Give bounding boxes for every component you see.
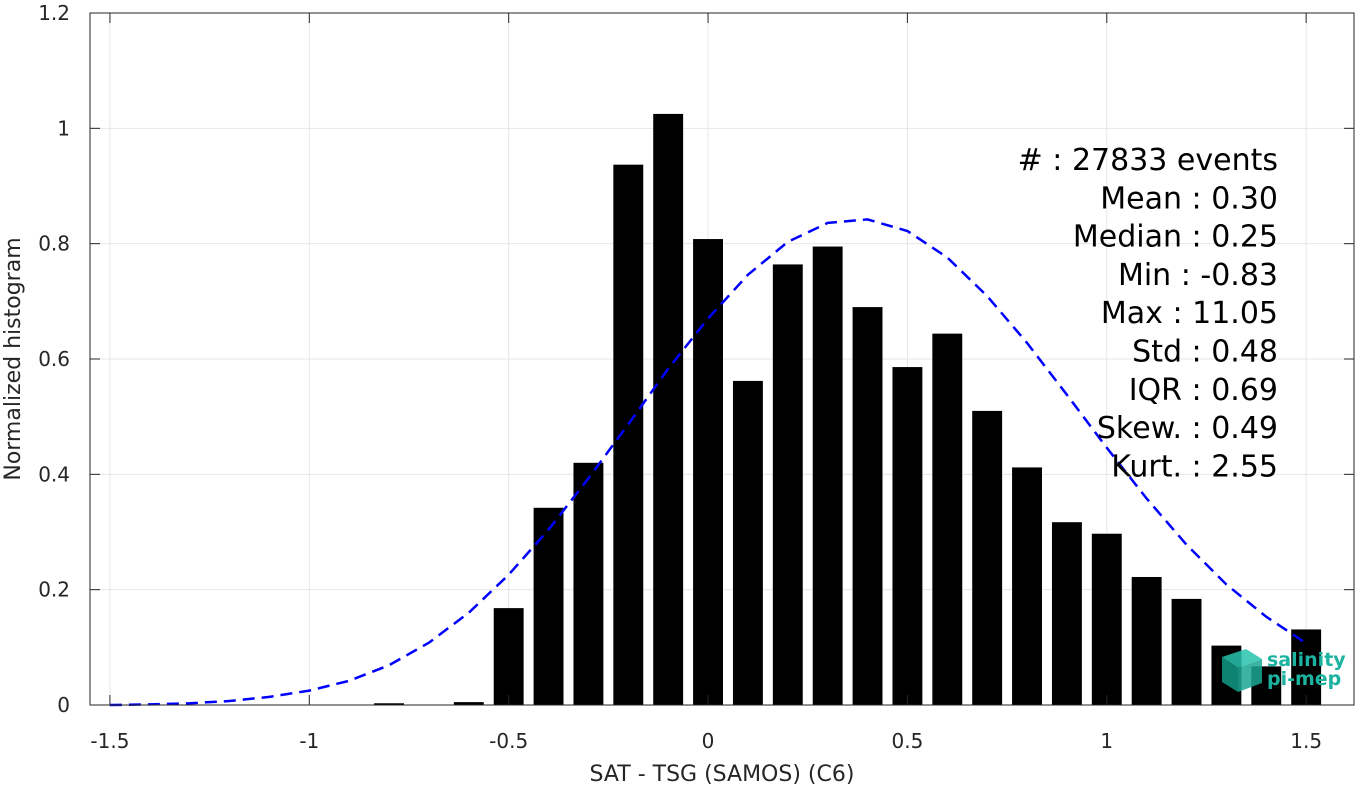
histogram-bar (852, 307, 883, 705)
histogram-bar (573, 462, 604, 705)
histogram-bar (1091, 533, 1122, 705)
logo-line1: salinity (1267, 649, 1346, 671)
histogram-bar (453, 702, 484, 705)
histogram-bar (653, 113, 684, 705)
histogram-bar (1171, 598, 1202, 705)
histogram-bar (772, 264, 803, 705)
y-tick-label: 0.2 (38, 578, 70, 602)
histogram-bar (932, 333, 963, 705)
y-tick-label: 0.6 (38, 347, 70, 371)
y-tick-labels: 0 0.2 0.4 0.6 0.8 1 1.2 (38, 1, 70, 717)
stat-line: Max : 11.05 (1101, 296, 1278, 331)
histogram-bar (892, 367, 923, 705)
histogram-bar (1131, 576, 1162, 705)
histogram-bar (374, 703, 405, 705)
x-tick-labels: -1.5 -1 -0.5 0 0.5 1 1.5 (90, 729, 1322, 753)
histogram-bar (613, 164, 644, 705)
histogram-bar (1291, 629, 1322, 705)
x-tick-label: 1 (1100, 729, 1113, 753)
histogram-bar (693, 239, 723, 705)
cube-icon (1222, 649, 1262, 692)
y-tick-label: 0.8 (38, 232, 70, 256)
y-axis-label: Normalized histogram (1, 237, 26, 480)
x-tick-label: -0.5 (489, 729, 528, 753)
gaussian-fit-curve (109, 218, 1307, 707)
x-tick-label: 1.5 (1290, 729, 1322, 753)
y-tick-label: 0 (57, 693, 70, 717)
x-axis-label: SAT - TSG (SAMOS) (C6) (590, 762, 855, 785)
histogram-bar (533, 507, 564, 705)
axis-ticks (90, 12, 1354, 706)
stat-line: Kurt. : 2.55 (1111, 449, 1278, 484)
histogram-bar (1012, 467, 1042, 705)
stat-line: Mean : 0.30 (1100, 181, 1278, 216)
y-tick-label: 0.4 (38, 462, 70, 486)
stat-line: # : 27833 events (1018, 143, 1278, 178)
x-tick-label: 0.5 (892, 729, 924, 753)
histogram-bar (812, 246, 843, 706)
histogram-bars (374, 113, 1322, 706)
stat-line: IQR : 0.69 (1129, 373, 1278, 408)
salinity-pimep-logo: salinity pi-mep (1222, 649, 1346, 692)
x-tick-label: -1 (299, 729, 319, 753)
x-tick-label: -1.5 (90, 729, 129, 753)
histogram-bar (972, 410, 1003, 705)
y-tick-label: 1 (57, 116, 70, 140)
stat-line: Std : 0.48 (1132, 335, 1278, 370)
histogram-bar (732, 380, 763, 705)
stat-line: Skew. : 0.49 (1097, 411, 1278, 446)
histogram-bar (493, 608, 524, 705)
y-tick-label: 1.2 (38, 1, 70, 25)
histogram-bar (1051, 522, 1082, 705)
stat-line: Median : 0.25 (1073, 220, 1278, 255)
x-tick-label: 0 (702, 729, 715, 753)
logo-line2: pi-mep (1267, 668, 1341, 690)
stat-line: Min : -0.83 (1118, 258, 1278, 293)
